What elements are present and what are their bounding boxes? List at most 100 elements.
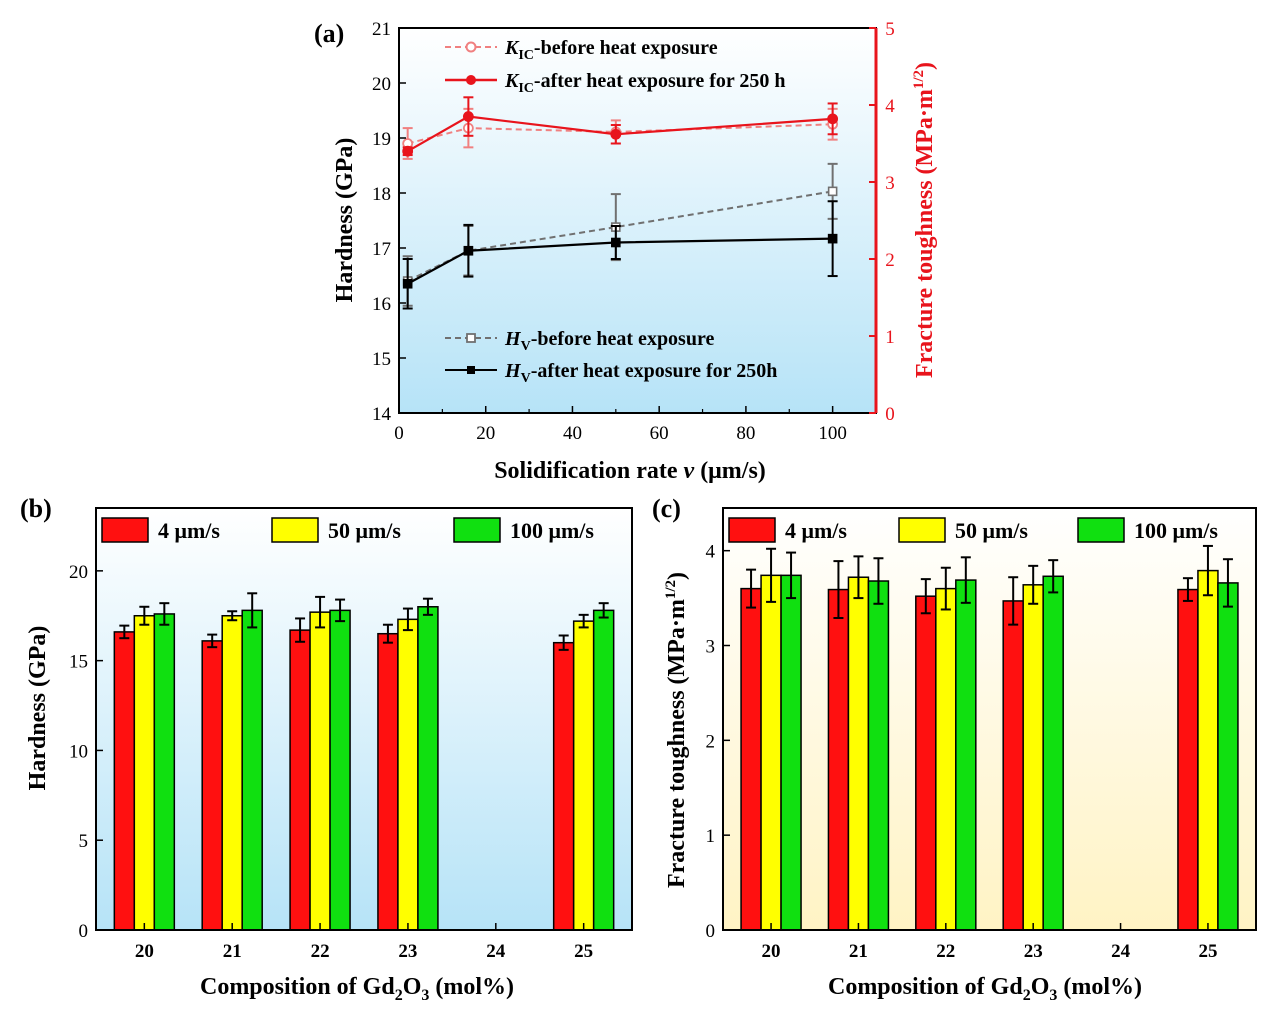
x-tick-label: 22: [311, 941, 330, 962]
bar: [1042, 575, 1064, 931]
y-tick-label: 15: [69, 652, 88, 673]
x-tick-label: 21: [223, 941, 242, 962]
panel-a-plot-area: [399, 28, 876, 413]
legend-swatch: [728, 517, 776, 543]
legend-label: 50 μm/s: [328, 518, 401, 543]
x-tick-label: 40: [563, 423, 582, 444]
legend-swatch: [453, 517, 501, 543]
y-tick-label: 20: [372, 74, 391, 95]
bar: [1022, 584, 1044, 931]
series-line-3: [407, 237, 833, 285]
bar: [935, 587, 957, 931]
y-tick-label: 3: [706, 637, 716, 658]
bar: [955, 579, 977, 931]
panel-b-frame: [95, 507, 633, 931]
bar: [847, 576, 870, 931]
bar: [153, 613, 176, 931]
y-tick-label: 0: [706, 921, 716, 942]
data-point: [402, 278, 413, 289]
bar: [377, 632, 399, 931]
x-tick-label: 20: [762, 941, 781, 962]
y2-tick-label: 5: [885, 19, 895, 40]
series-line-1: [407, 115, 833, 153]
panel-a-y2-axis-label: Fracture toughness (MPa·m1/2): [911, 62, 938, 378]
bar: [867, 580, 890, 931]
y-tick-label: 19: [372, 129, 391, 150]
bar: [309, 611, 331, 931]
y-tick-label: 17: [372, 239, 391, 260]
x-tick-label: 24: [1111, 941, 1131, 962]
panel-a-label: (a): [314, 19, 344, 48]
legend-swatch: [271, 517, 319, 543]
bar: [1177, 588, 1199, 931]
panel-b-legend: 4 μm/s 50 μm/s 100 μm/s: [101, 517, 594, 543]
bar: [740, 587, 762, 931]
legend-kic-after-label: KIC-after heat exposure for 250 h: [504, 70, 786, 96]
data-point: [827, 233, 838, 244]
y-tick-label: 16: [372, 294, 391, 315]
x-tick-label: 100: [818, 423, 847, 444]
bar: [1217, 582, 1239, 931]
series-line-0: [407, 123, 833, 145]
panel-b-plot-area: [96, 508, 632, 930]
panel-c-y-axis-label: Fracture toughness (MPa·m1/2): [663, 572, 690, 888]
legend-label: 50 μm/s: [955, 518, 1028, 543]
y-tick-label: 4: [706, 542, 716, 563]
x-tick-label: 20: [135, 941, 154, 962]
data-point: [402, 145, 414, 157]
data-point: [827, 186, 838, 197]
y-tick-label: 0: [79, 921, 89, 942]
bar: [760, 574, 782, 931]
panel-a-x-axis-label: Solidification rate v (μm/s): [494, 458, 766, 484]
y-tick-label: 18: [372, 184, 391, 205]
legend-hv-before-label: HV-before heat exposure: [504, 328, 714, 354]
panel-a-line-chart: 0 20 40 60 80 100 14 15 16 17 18 19 20 21 0 1 2 3 4 5 (a) K…: [314, 19, 938, 484]
y-tick-label: 21: [372, 19, 391, 40]
legend-swatch: [101, 517, 149, 543]
legend-swatch: [1077, 517, 1125, 543]
y-tick-label: 1: [706, 826, 716, 847]
data-point: [463, 245, 474, 256]
panel-b-bar-chart: 0 5 10 15 20 20 21 22 23 24 25 (b) 4 μm/s 50 μm/s 10…: [20, 494, 633, 1004]
panel-a-legend-kic: KIC-before heat exposure KIC-after heat …: [445, 37, 786, 96]
y2-tick-label: 3: [885, 173, 895, 194]
bar: [397, 618, 419, 931]
bar: [1002, 600, 1024, 931]
series-line-2: [407, 190, 833, 282]
bar: [780, 574, 802, 931]
panel-c-label: (c): [652, 494, 681, 523]
bar: [552, 641, 575, 931]
x-tick-label: 20: [476, 423, 495, 444]
x-tick-label: 60: [650, 423, 669, 444]
data-point: [462, 111, 474, 122]
legend-kic-before-label: KIC-before heat exposure: [504, 37, 718, 63]
bar: [113, 631, 136, 931]
data-point: [611, 237, 621, 248]
y2-tick-label: 1: [885, 327, 895, 348]
x-tick-label: 21: [849, 941, 868, 962]
legend-label: 4 μm/s: [785, 518, 847, 543]
x-tick-label: 23: [1024, 941, 1043, 962]
y-tick-label: 5: [79, 831, 89, 852]
y2-tick-label: 2: [885, 250, 895, 271]
bar: [827, 588, 850, 931]
panel-c-frame: [722, 507, 1257, 931]
bar: [915, 595, 937, 931]
data-point: [827, 113, 839, 125]
panel-c-legend: 4 μm/s 50 μm/s 100 μm/s: [728, 517, 1218, 543]
bar: [201, 640, 223, 931]
panel-c-x-axis-label: Composition of Gd2O3 (mol%): [828, 974, 1142, 1004]
panel-a-legend-hv: HV-before heat exposure HV-after heat ex…: [445, 328, 777, 386]
bar: [241, 609, 263, 931]
legend-label: 4 μm/s: [158, 518, 220, 543]
bar: [572, 620, 595, 931]
bar: [417, 606, 439, 931]
panel-b-label: (b): [20, 494, 52, 523]
x-tick-label: 23: [398, 941, 417, 962]
bar: [221, 614, 243, 931]
legend-label: 100 μm/s: [510, 518, 594, 543]
x-tick-label: 22: [936, 941, 955, 962]
y-tick-label: 10: [69, 741, 88, 762]
